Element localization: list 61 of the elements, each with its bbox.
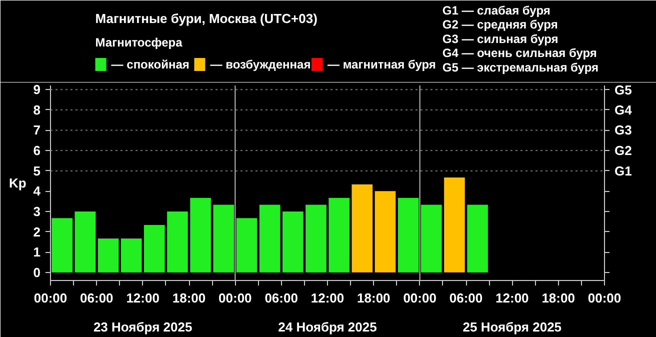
x-tick-label: 00:00 xyxy=(588,290,622,306)
bar xyxy=(52,218,72,272)
bar xyxy=(144,225,165,272)
legend-label: — магнитная буря xyxy=(328,58,436,72)
x-tick-label: 12:00 xyxy=(496,290,529,306)
ref-line-label: G3 xyxy=(614,122,632,138)
chart-title: Магнитные бури, Москва (UTC+03) xyxy=(95,11,318,26)
y-tick-label: 6 xyxy=(33,143,41,158)
x-tick-label: 18:00 xyxy=(172,290,206,306)
bar xyxy=(167,211,188,272)
bar xyxy=(282,211,304,272)
y-tick-label: 5 xyxy=(33,163,41,178)
y-tick-label: 0 xyxy=(33,264,41,280)
ref-line-label: G1 xyxy=(614,163,632,178)
y-tick-label: 7 xyxy=(33,122,41,138)
y-tick-label: 2 xyxy=(33,224,41,240)
bar xyxy=(120,238,142,272)
bar xyxy=(374,191,396,272)
bar xyxy=(74,211,96,272)
x-tick-label: 06:00 xyxy=(80,290,114,306)
x-tick-label: 06:00 xyxy=(449,290,483,306)
text: G3 — сильная буря xyxy=(442,32,558,46)
text: 24 Ноября 2025 xyxy=(278,320,377,334)
bar xyxy=(352,184,373,272)
text: G4 — очень сильная буря xyxy=(442,46,597,60)
text: G1 — слабая буря xyxy=(442,4,550,18)
bar xyxy=(213,204,234,272)
text: 25 Ноября 2025 xyxy=(462,320,562,334)
bar xyxy=(328,198,350,272)
y-tick-label: 1 xyxy=(33,244,41,260)
bar xyxy=(444,178,465,272)
legend-label: — возбужденная xyxy=(210,58,311,72)
x-tick-label: 18:00 xyxy=(357,290,390,306)
bar xyxy=(467,204,488,272)
bar xyxy=(190,198,211,272)
x-tick-label: 18:00 xyxy=(542,290,575,306)
ref-line-label: G5 xyxy=(614,82,632,98)
x-tick-label: 12:00 xyxy=(126,290,160,306)
bar xyxy=(236,218,258,272)
ref-line-label: G4 xyxy=(614,102,633,118)
bar xyxy=(420,204,442,272)
y-tick-label: 8 xyxy=(33,102,41,118)
text: G5 — экстремальная буря xyxy=(442,60,598,74)
bar xyxy=(306,204,326,272)
y-tick-label: 4 xyxy=(33,184,42,199)
x-tick-label: 00:00 xyxy=(34,290,68,306)
y-tick-label: 3 xyxy=(33,204,41,219)
legend-label: — спокойная xyxy=(111,58,190,72)
x-tick-label: 00:00 xyxy=(403,290,436,306)
bar xyxy=(398,198,419,272)
legend-title: Магнитосфера xyxy=(95,36,183,50)
bar xyxy=(98,238,119,272)
bar xyxy=(259,204,280,272)
y-tick-label: 9 xyxy=(33,82,41,98)
y-axis-title: Kp xyxy=(8,176,26,190)
text: 23 Ноября 2025 xyxy=(93,320,192,334)
ref-line-label: G2 xyxy=(614,143,632,158)
text: G2 — средняя буря xyxy=(442,18,558,32)
x-tick-label: 12:00 xyxy=(310,290,344,306)
x-tick-label: 00:00 xyxy=(218,290,252,306)
x-tick-label: 06:00 xyxy=(264,290,298,306)
